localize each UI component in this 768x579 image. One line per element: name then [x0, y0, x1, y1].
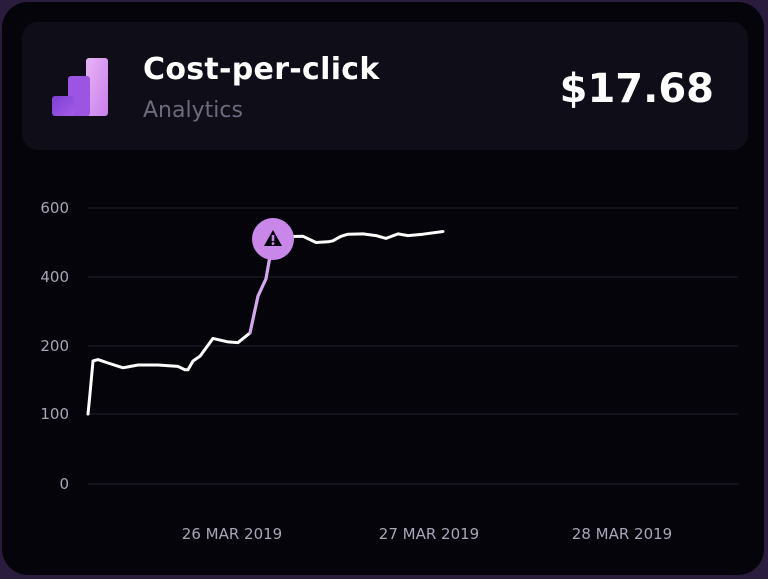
- card-subtitle: Analytics: [143, 98, 243, 123]
- y-tick-label: 100: [40, 405, 69, 423]
- chart-grid: [88, 207, 738, 485]
- card-header: Cost-per-click Analytics $17.68: [22, 22, 748, 150]
- metric-value: $17.68: [559, 66, 714, 112]
- y-axis: 0 100 200 400 600: [40, 199, 69, 493]
- warning-icon-bar: [271, 235, 275, 242]
- card-title: Cost-per-click: [143, 52, 380, 87]
- warning-icon-dot: [271, 242, 275, 245]
- y-tick-label: 400: [40, 268, 69, 286]
- x-tick-label: 27 MAR 2019: [379, 525, 479, 543]
- y-tick-label: 600: [40, 199, 69, 217]
- chart-annotation: [252, 218, 294, 261]
- y-tick-label: 200: [40, 337, 69, 355]
- x-tick-label: 28 MAR 2019: [572, 525, 672, 543]
- y-tick-label: 0: [59, 475, 69, 493]
- x-tick-label: 26 MAR 2019: [182, 525, 282, 543]
- x-axis: 26 MAR 2019 27 MAR 2019 28 MAR 2019: [182, 525, 672, 543]
- bar-chart-logo-icon: [52, 58, 108, 116]
- series-line: [86, 230, 445, 416]
- chart-series: [86, 230, 445, 416]
